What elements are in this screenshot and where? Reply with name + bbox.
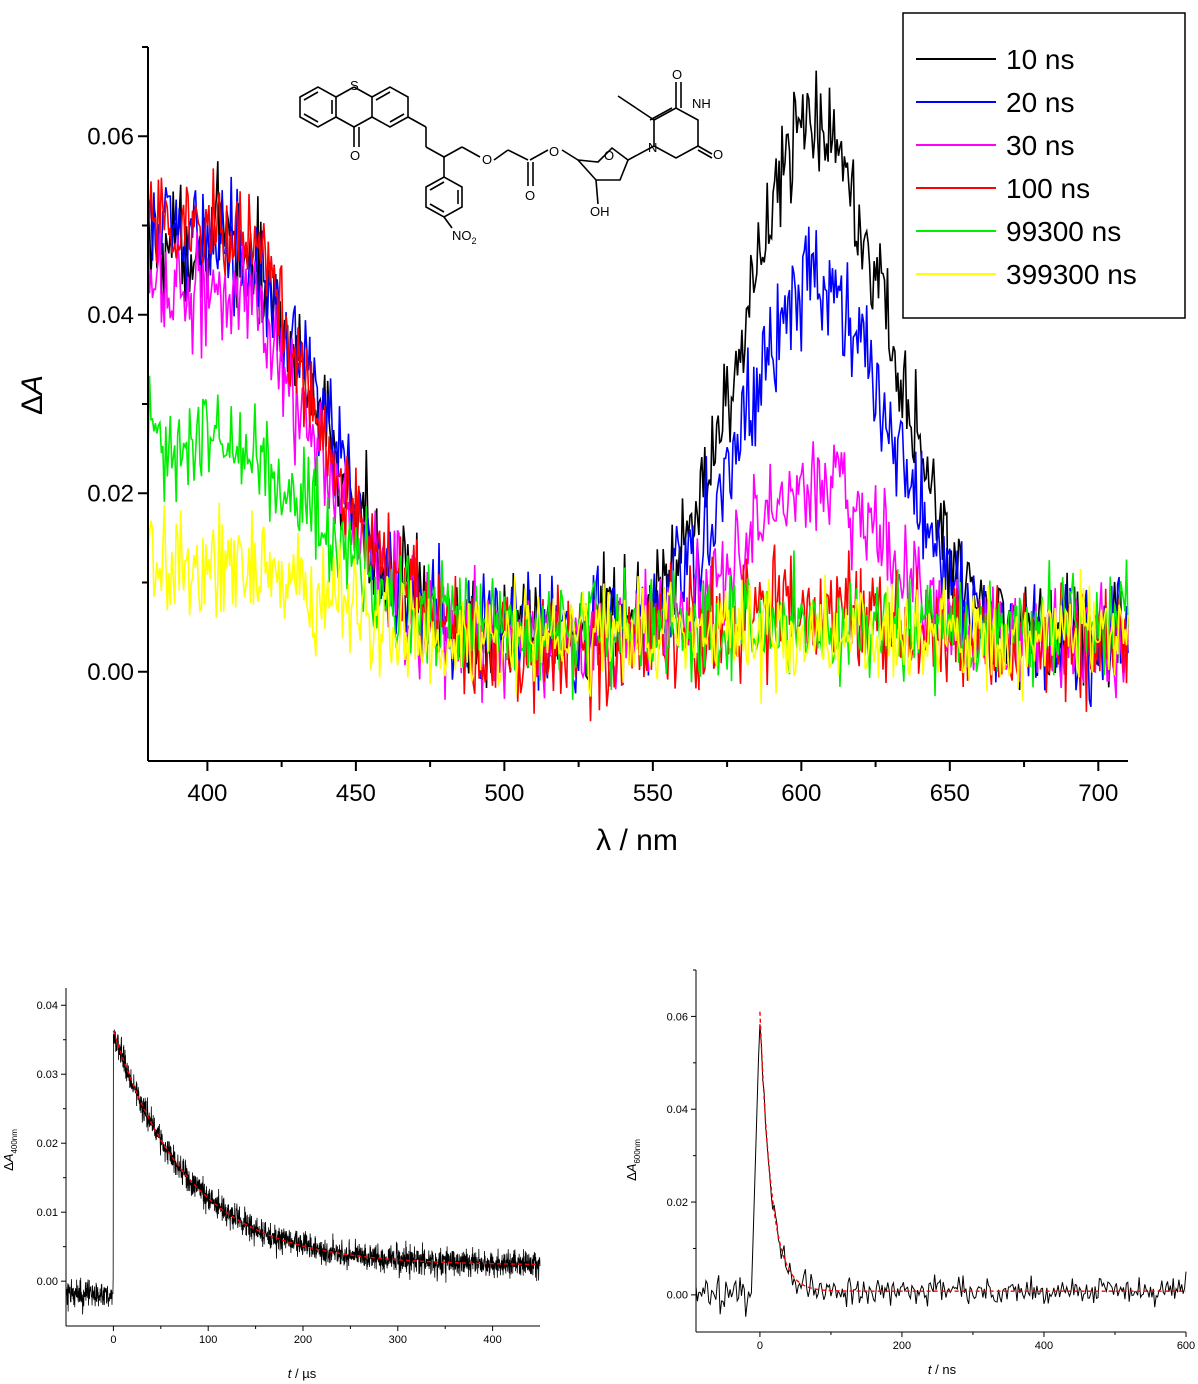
series-line-399300-ns bbox=[147, 502, 1129, 704]
y-tick-label: 0.02 bbox=[667, 1197, 688, 1209]
x-tick-label: 300 bbox=[389, 1334, 407, 1346]
y-tick-label: 0.04 bbox=[667, 1104, 688, 1116]
kinetics-600nm-chart: 0 200 400 600 0.00 0.02 0.04 0.06 t / ns ΔA600n… bbox=[624, 969, 1195, 1377]
axis-ticks: 0 100 200 300 400 0.00 0.01 0.02 0.03 0.04 bbox=[37, 1000, 502, 1346]
y-tick-label: 0.04 bbox=[37, 1000, 58, 1012]
x-axis-label: t / µs bbox=[288, 1366, 317, 1381]
x-tick-label: 500 bbox=[484, 780, 524, 807]
y-tick-label: 0.04 bbox=[87, 302, 134, 329]
y-tick-label: 0.06 bbox=[667, 1011, 688, 1023]
x-tick-label: 0 bbox=[110, 1334, 116, 1346]
legend-label: 399300 ns bbox=[1006, 259, 1137, 290]
y-tick-label: 0.00 bbox=[87, 659, 134, 686]
legend-label: 10 ns bbox=[1006, 44, 1075, 75]
x-tick-label: 600 bbox=[1177, 1340, 1195, 1352]
axis-ticks: 400 450 500 550 600 650 700 0.00 0.02 0.04 0.06 bbox=[87, 46, 1118, 807]
x-tick-label: 700 bbox=[1078, 780, 1118, 807]
axis-ticks: 0 200 400 600 0.00 0.02 0.04 0.06 bbox=[667, 969, 1195, 1352]
legend-box bbox=[902, 12, 1186, 319]
struct-label-o3: O bbox=[549, 144, 559, 159]
y-tick-label: 0.06 bbox=[87, 124, 134, 151]
struct-label-no2: NO2 bbox=[452, 228, 477, 246]
series-line-100-ns bbox=[147, 168, 1129, 722]
x-tick-label: 400 bbox=[187, 780, 227, 807]
series-line-10-ns bbox=[147, 70, 1129, 691]
y-axis-label: ΔA bbox=[16, 375, 49, 415]
x-tick-label: 200 bbox=[294, 1334, 312, 1346]
x-axis-label: λ / nm bbox=[596, 824, 678, 857]
struct-label-n: N bbox=[648, 140, 657, 155]
struct-label-o5: O bbox=[604, 148, 614, 163]
x-tick-label: 600 bbox=[781, 780, 821, 807]
legend: 10 ns 20 ns 30 ns 100 ns 99300 ns 399300 ns bbox=[902, 12, 1186, 319]
y-tick-label: 0.02 bbox=[37, 1138, 58, 1150]
x-tick-label: 200 bbox=[893, 1340, 911, 1352]
legend-label: 99300 ns bbox=[1006, 216, 1121, 247]
struct-label-o2: O bbox=[482, 152, 492, 167]
fit-curve-400nm bbox=[112, 1030, 541, 1266]
legend-label: 30 ns bbox=[1006, 130, 1075, 161]
legend-label: 100 ns bbox=[1006, 173, 1090, 204]
chemical-structure: S O O O O O O O NO2 NH N OH bbox=[299, 67, 723, 246]
y-tick-label: 0.02 bbox=[87, 481, 134, 508]
y-axis-label: ΔA600nm bbox=[624, 1139, 642, 1181]
struct-label-o7: O bbox=[713, 147, 723, 162]
y-tick-label: 0.00 bbox=[667, 1290, 688, 1302]
x-tick-label: 400 bbox=[483, 1334, 501, 1346]
x-tick-label: 100 bbox=[199, 1334, 217, 1346]
y-tick-label: 0.00 bbox=[37, 1276, 58, 1288]
legend-label: 20 ns bbox=[1006, 87, 1075, 118]
struct-label-o1: O bbox=[350, 148, 360, 163]
transient-spectrum-chart: 400 450 500 550 600 650 700 0.00 0.02 0.04 0.06 λ … bbox=[16, 12, 1186, 857]
kinetic-trace-600nm bbox=[695, 1024, 1187, 1317]
x-axis-label: t / ns bbox=[928, 1362, 957, 1377]
kinetics-600-series-group bbox=[695, 1011, 1187, 1317]
y-tick-label: 0.01 bbox=[37, 1207, 58, 1219]
fit-curve-600nm bbox=[759, 1011, 1186, 1292]
struct-label-o4: O bbox=[525, 188, 535, 203]
x-tick-label: 450 bbox=[336, 780, 376, 807]
spectrum-series-group bbox=[147, 70, 1129, 722]
struct-label-o6: O bbox=[672, 67, 682, 82]
x-tick-label: 0 bbox=[757, 1340, 763, 1352]
struct-label-oh: OH bbox=[590, 204, 610, 219]
kinetic-trace-400nm bbox=[65, 1029, 541, 1315]
kinetics-400nm-chart: 0 100 200 300 400 0.00 0.01 0.02 0.03 0.04 t / µs… bbox=[1, 988, 541, 1381]
y-tick-label: 0.03 bbox=[37, 1069, 58, 1081]
x-tick-label: 650 bbox=[930, 780, 970, 807]
x-tick-label: 400 bbox=[1035, 1340, 1053, 1352]
struct-label-s: S bbox=[350, 78, 359, 93]
struct-label-nh: NH bbox=[692, 96, 711, 111]
kinetics-400-series-group bbox=[65, 1029, 541, 1315]
y-axis-label: ΔA400nm bbox=[1, 1129, 19, 1171]
x-tick-label: 550 bbox=[633, 780, 673, 807]
